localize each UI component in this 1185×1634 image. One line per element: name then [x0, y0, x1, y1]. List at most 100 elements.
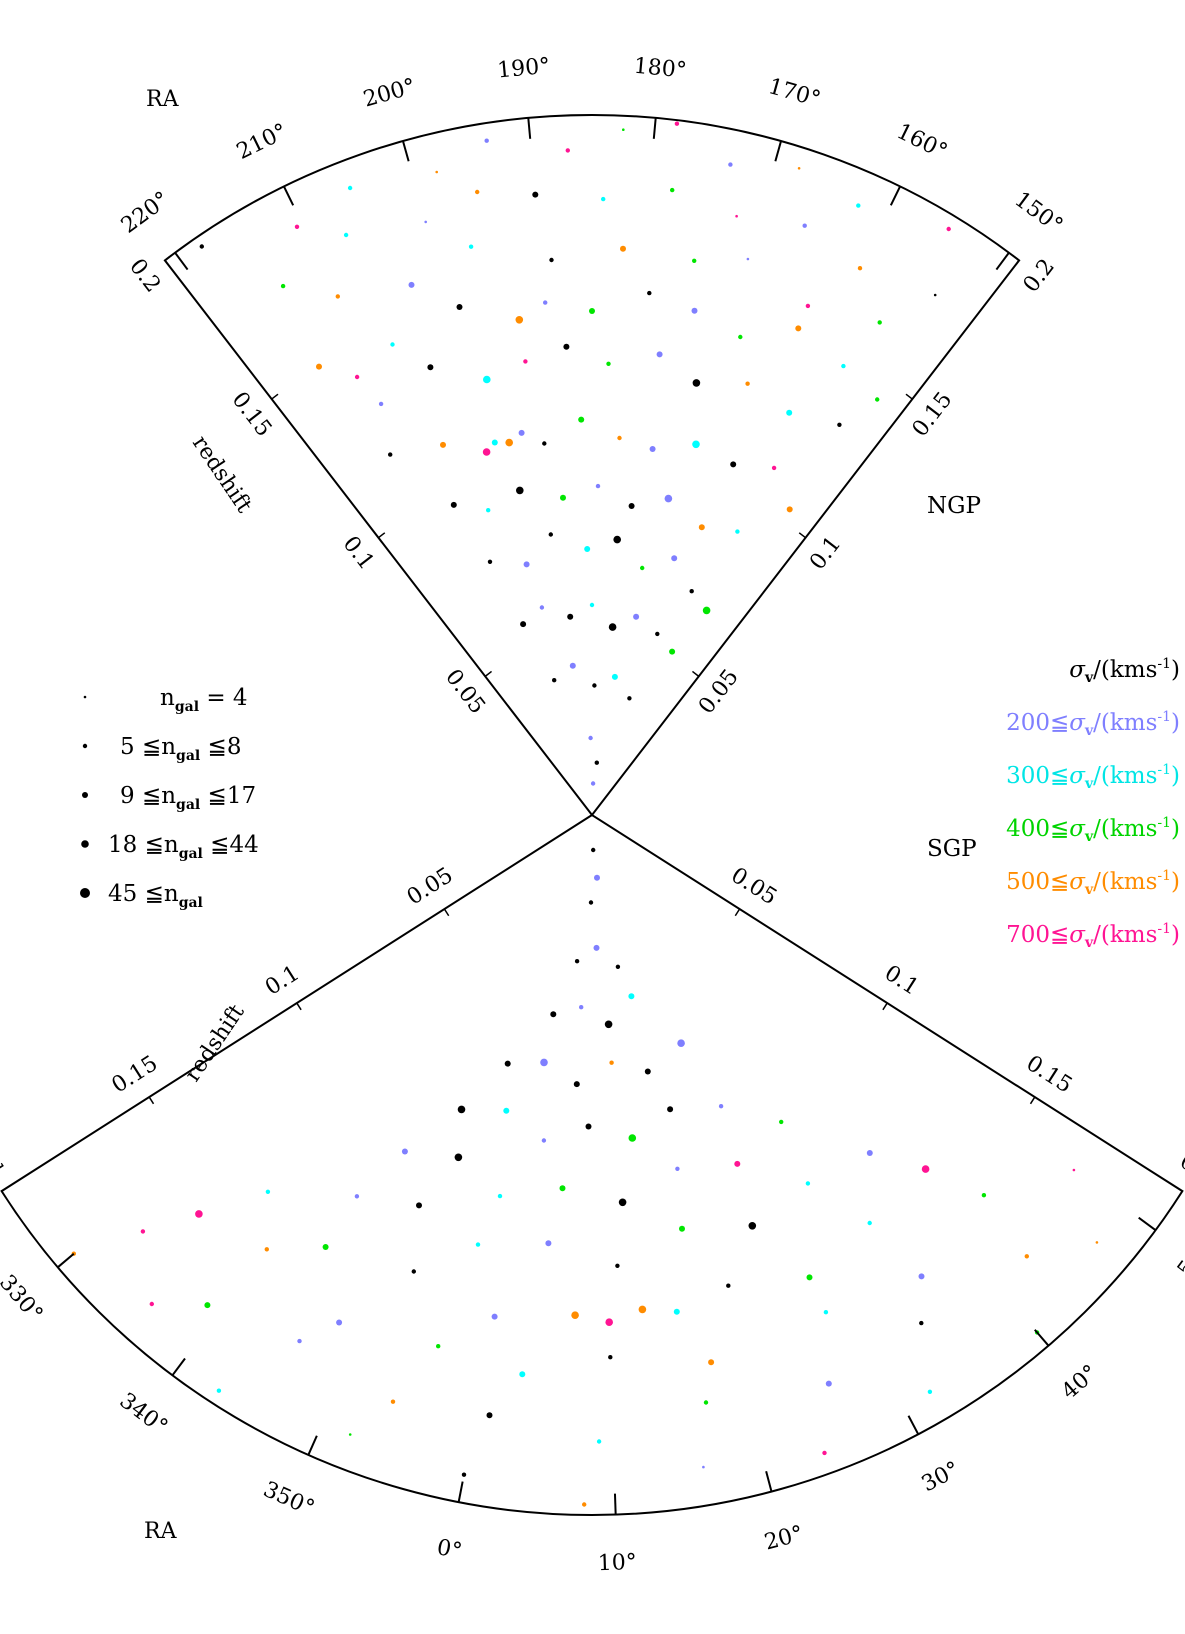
cluster-point	[640, 565, 645, 571]
ngp-ra-tick-label: 160°	[893, 119, 952, 165]
ngp-ra-tick-label: 190°	[496, 54, 551, 84]
cluster-point	[771, 465, 777, 471]
cluster-point	[560, 494, 566, 501]
cluster-point	[674, 121, 680, 126]
cluster-point	[786, 409, 793, 416]
cluster-point	[204, 1302, 211, 1309]
ngp-ra-tick	[652, 117, 657, 139]
cluster-point	[746, 257, 750, 261]
size-legend-entry-4: 18 ≦ngal ≦44	[108, 832, 259, 862]
ngp-z-tick	[691, 670, 700, 677]
cluster-point	[745, 381, 750, 386]
cluster-point	[505, 438, 513, 447]
cluster-point	[734, 1160, 741, 1167]
cluster-point	[609, 1060, 614, 1065]
color-legend-entry-1: 200≦σv/(kms-1)	[1006, 709, 1180, 739]
cluster-point	[416, 1202, 422, 1209]
ngp-ra-tick-label: 210°	[233, 119, 292, 165]
cluster-point	[588, 900, 594, 905]
cluster-point	[486, 508, 491, 513]
cluster-point	[921, 1165, 930, 1173]
cluster-point	[199, 244, 204, 249]
cluster-point	[542, 441, 547, 446]
cluster-point	[264, 1247, 269, 1252]
sgp-z-tick-label: 0.2	[0, 1149, 9, 1189]
cluster-point	[584, 546, 591, 552]
cluster-point	[486, 1412, 493, 1419]
cluster-point	[822, 1450, 827, 1456]
cluster-point	[677, 1039, 685, 1047]
cluster-point	[692, 258, 697, 263]
cluster-point	[487, 559, 493, 564]
cluster-point	[574, 959, 580, 964]
cluster-point	[552, 678, 557, 683]
size-legend-marker-5	[80, 888, 90, 898]
cluster-point	[541, 1138, 547, 1143]
sgp-ra-tick	[765, 1471, 773, 1492]
sgp-z-tick	[1029, 1096, 1036, 1105]
cluster-point	[841, 363, 846, 369]
cluster-point	[585, 1123, 592, 1130]
cluster-point	[748, 1222, 757, 1230]
cluster-point	[670, 187, 675, 193]
size-legend-marker-4	[81, 840, 89, 848]
cluster-point	[692, 440, 700, 449]
cluster-point	[450, 501, 457, 508]
color-legend-entry-4: 500≦σv/(kms-1)	[1006, 868, 1180, 898]
cluster-point	[573, 1081, 580, 1088]
cluster-point	[857, 266, 863, 271]
cluster-point	[482, 448, 491, 456]
ngp-z-tick	[164, 254, 172, 261]
sgp-z-tick	[734, 908, 741, 917]
cluster-point	[594, 760, 599, 765]
cluster-point	[703, 1400, 709, 1405]
sgp-z-tick-label: 0.2	[1175, 1149, 1185, 1189]
cluster-point	[436, 1344, 441, 1349]
ngp-ra-tick	[995, 252, 1010, 271]
cluster-point	[797, 167, 801, 170]
cluster-point	[297, 1338, 302, 1344]
cluster-point	[343, 232, 349, 238]
cluster-point	[316, 363, 322, 370]
cluster-point	[604, 1020, 613, 1029]
cluster-point	[354, 1194, 360, 1199]
size-legend: ngal = 4 5 ≦ngal ≦8 9 ≦ngal ≦17 18 ≦ngal…	[80, 685, 259, 911]
cluster-point	[837, 422, 842, 427]
cluster-point	[633, 613, 640, 620]
sgp-label: SGP	[927, 836, 977, 862]
sgp-ra-tick	[171, 1357, 186, 1376]
cluster-point	[149, 1301, 154, 1307]
cluster-point	[588, 735, 593, 741]
cluster-point	[545, 1240, 552, 1247]
ngp-z-tick-label: 0.1	[805, 532, 846, 575]
cluster-point	[735, 529, 740, 534]
ngp-ra-tick-label: 170°	[766, 74, 824, 112]
cluster-point	[605, 1318, 613, 1326]
sgp-wedge-outline	[0, 813, 1184, 1516]
cluster-point	[656, 351, 663, 358]
cluster-point	[216, 1388, 222, 1393]
sgp-z-tick	[296, 1002, 302, 1011]
ngp-ra-tick	[774, 140, 782, 162]
cluster-point	[730, 461, 737, 468]
cluster-point	[779, 1119, 784, 1125]
cluster-point	[435, 170, 439, 174]
cluster-point	[738, 334, 743, 340]
cluster-point	[825, 1380, 832, 1387]
cluster-point	[354, 374, 360, 380]
ngp-ra-tick-label: 180°	[633, 54, 688, 84]
cluster-point	[726, 1283, 731, 1288]
cluster-point	[491, 439, 498, 446]
ngp-redshift-label: redshift	[187, 431, 257, 517]
cluster-point	[503, 1107, 510, 1114]
cluster-point	[628, 1134, 637, 1142]
cluster-point	[589, 308, 595, 314]
cluster-point	[608, 1355, 613, 1360]
sgp-ra-tick-label: 30°	[918, 1457, 964, 1497]
sgp-ra-label: RA	[144, 1519, 178, 1544]
cluster-point	[596, 1439, 602, 1444]
cluster-point	[457, 1105, 466, 1114]
sgp-z-tick	[443, 908, 450, 917]
ngp-z-tick	[377, 532, 386, 539]
cluster-point	[454, 1153, 463, 1162]
